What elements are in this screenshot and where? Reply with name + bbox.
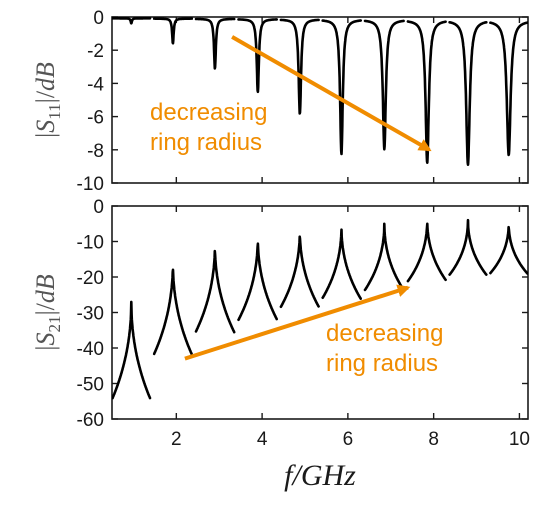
chart1-ytick-label-2: -20 bbox=[77, 268, 104, 289]
chart1-traces bbox=[112, 218, 528, 400]
chart0-ytick-label-4: -8 bbox=[87, 141, 104, 162]
chart0-annotation-arrow bbox=[231, 35, 432, 152]
chart1-ytick-label-0: 0 bbox=[93, 197, 104, 218]
chart1-ytick-label-5: -50 bbox=[77, 375, 104, 396]
s21-panel: 0 -10 -20 -30 -40 -50 -60 2 4 6 8 10 |S21|/dB f/GHz de… bbox=[31, 197, 530, 492]
chart1-resonance-0 bbox=[112, 300, 152, 400]
chart0-resonance-6 bbox=[363, 19, 405, 151]
chart1-resonance-8 bbox=[448, 218, 488, 276]
chart0-ytick-label-0: 0 bbox=[93, 8, 104, 29]
chart1-ytick-label-6: -60 bbox=[77, 410, 104, 431]
chart0-annotation-line-0: decreasing bbox=[150, 99, 267, 126]
chart0-traces bbox=[112, 17, 528, 166]
chart0-resonance-3 bbox=[237, 18, 279, 94]
chart1-annotation-arrow bbox=[184, 284, 411, 361]
chart1-resonance-6 bbox=[363, 222, 405, 292]
chart0-annotation-line-1: ring radius bbox=[150, 129, 262, 156]
chart0-resonance-8 bbox=[448, 20, 488, 166]
chart1-xtick-label-0: 2 bbox=[171, 429, 182, 450]
chart0-resonance-7 bbox=[406, 20, 447, 164]
chart0-ytick-label-3: -6 bbox=[87, 108, 104, 129]
chart1-xlabel: f/GHz bbox=[284, 459, 356, 492]
chart1-resonance-2 bbox=[194, 249, 236, 334]
s11-panel: 0 -2 -4 -6 -8 -10 |S11|/dB decreasing ring radiu… bbox=[31, 8, 529, 195]
chart0-axes-frame bbox=[111, 16, 529, 184]
chart0-resonance-5 bbox=[321, 19, 363, 156]
chart1-xtick-label-4: 10 bbox=[509, 429, 530, 450]
chart1-resonance-5 bbox=[321, 228, 363, 301]
chart0-resonance-0 bbox=[112, 17, 152, 25]
chart1-ylabel: |S21|/dB bbox=[31, 274, 64, 351]
chart1-xtick-label-3: 8 bbox=[428, 429, 439, 450]
chart1-resonance-7 bbox=[406, 222, 447, 283]
chart1-resonance-1 bbox=[152, 268, 194, 356]
chart0-ytick-label-5: -10 bbox=[77, 174, 104, 195]
chart0-ytick-label-2: -4 bbox=[87, 74, 104, 95]
chart1-annotation-line-1: ring radius bbox=[326, 350, 438, 377]
chart1-xtick-label-2: 6 bbox=[343, 429, 354, 450]
chart1-resonance-3 bbox=[237, 242, 279, 322]
chart0-ytick-label-1: -2 bbox=[87, 41, 104, 62]
chart0-ylabel: |S11|/dB bbox=[31, 62, 64, 138]
chart1-resonance-4 bbox=[279, 235, 320, 309]
chart0-resonance-4 bbox=[279, 18, 320, 115]
chart1-resonance-9 bbox=[489, 225, 528, 275]
chart0-resonance-1 bbox=[152, 17, 194, 45]
chart1-ytick-label-4: -40 bbox=[77, 339, 104, 360]
chart0-resonance-9 bbox=[489, 21, 528, 157]
chart1-ytick-label-3: -30 bbox=[77, 304, 104, 325]
chart0-resonance-2 bbox=[194, 17, 236, 70]
chart1-ytick-label-1: -10 bbox=[77, 233, 104, 254]
chart1-xtick-label-1: 4 bbox=[257, 429, 268, 450]
chart1-annotation-line-0: decreasing bbox=[326, 320, 443, 347]
